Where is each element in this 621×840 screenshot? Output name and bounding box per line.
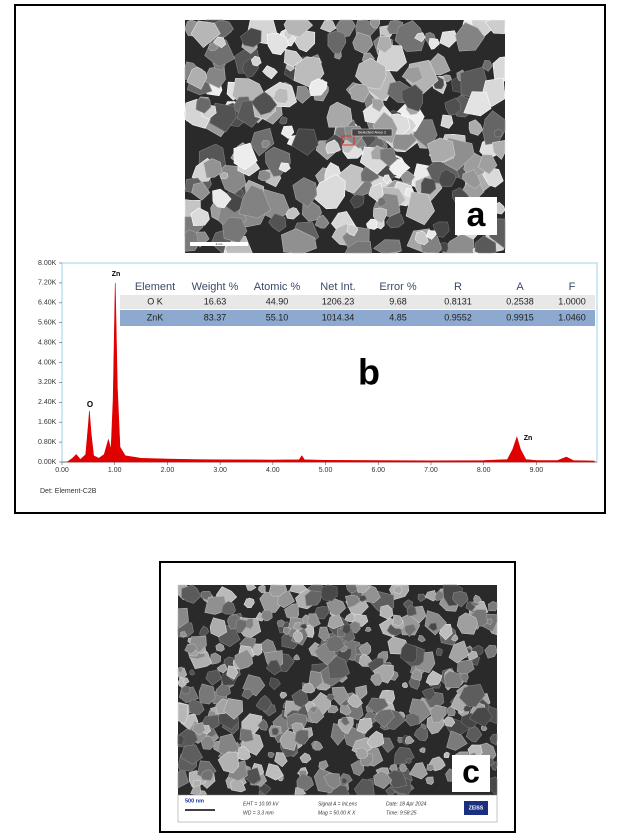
cell: 1.0460 [558, 312, 586, 322]
cell: 1014.34 [322, 312, 355, 322]
particle [277, 620, 284, 627]
cell: 9.68 [389, 296, 407, 306]
cell: 44.90 [266, 296, 289, 306]
y-tick-label: 6.40K [38, 300, 57, 307]
particle [400, 764, 407, 772]
panel-label: b [358, 352, 380, 393]
y-tick-label: 3.20K [38, 379, 57, 386]
cell: 1.0000 [558, 296, 586, 306]
cell: 0.2538 [506, 296, 534, 306]
sem-image-a: a 2 um Selected Area 1 [185, 20, 505, 253]
info: Date: 18 Apr 2024 [386, 801, 427, 807]
scale-label: 2 um [216, 242, 223, 246]
cell: ZnK [147, 312, 164, 322]
x-tick-label: 9.00 [530, 467, 544, 474]
cell: 4.85 [389, 312, 407, 322]
x-tick-label: 2.00 [161, 467, 175, 474]
region-label: Selected Area 1 [358, 130, 387, 135]
column-header: R [454, 281, 462, 293]
column-header: A [516, 281, 524, 293]
cell: O K [147, 296, 163, 306]
sem-image-c: c [178, 585, 497, 795]
y-tick-label: 7.20K [38, 280, 57, 287]
cell: 83.37 [204, 312, 227, 322]
detector: Det: Element-C2B [40, 488, 97, 495]
x-tick-label: 4.00 [266, 467, 280, 474]
x-tick-label: 8.00 [477, 467, 491, 474]
particle [295, 730, 309, 744]
y-tick-label: 5.60K [38, 320, 57, 327]
cell: 0.8131 [444, 296, 472, 306]
particle [181, 686, 190, 694]
x-tick-label: 6.00 [371, 467, 385, 474]
panel-label: a [467, 196, 487, 234]
particle [272, 728, 279, 735]
particle [426, 777, 434, 785]
x-tick-label: 7.00 [424, 467, 438, 474]
info: WD = 3.3 mm [243, 810, 274, 816]
cell: 0.9915 [506, 312, 534, 322]
peak-label: Zn [112, 271, 121, 278]
cell: 0.9552 [444, 312, 472, 322]
info: Signal A = InLens [318, 801, 357, 807]
info: Time: 9:58:25 [386, 810, 417, 816]
cell: 1206.23 [322, 296, 355, 306]
scale-label: 500 nm [185, 798, 204, 804]
particle [356, 748, 368, 759]
y-tick-label: 1.60K [38, 419, 57, 426]
x-tick-label: 0.00 [55, 467, 69, 474]
x-tick-label: 1.00 [108, 467, 122, 474]
column-header: Weight % [192, 281, 239, 293]
logo-text: ZEISS [469, 805, 484, 811]
cell: 55.10 [266, 312, 289, 322]
particle [342, 778, 347, 783]
x-tick-label: 3.00 [213, 467, 227, 474]
y-tick-label: 4.00K [38, 359, 57, 366]
particle [436, 648, 442, 656]
info: EHT = 10.00 kV [243, 801, 279, 807]
y-tick-label: 8.00K [38, 260, 57, 267]
particle [427, 765, 434, 771]
column-header: Error % [379, 281, 417, 293]
column-header: Atomic % [254, 281, 301, 293]
column-header: F [569, 281, 576, 293]
x-tick-label: 5.00 [319, 467, 333, 474]
peak-label: O [87, 400, 93, 409]
panel-label: c [462, 753, 480, 789]
y-tick-label: 4.80K [38, 339, 57, 346]
column-header: Net Int. [320, 281, 355, 293]
peak-label: Zn [524, 435, 533, 442]
cell: 16.63 [204, 296, 227, 306]
info-bar [178, 795, 497, 822]
particle [444, 671, 462, 687]
particle [240, 729, 254, 742]
figure: a 2 um Selected Area 1 0.00K 0.80K 1.60K 2.40… [0, 0, 621, 840]
y-tick-label: 0.80K [38, 439, 57, 446]
info: Mag = 50.00 K X [318, 810, 356, 816]
y-tick-label: 0.00K [38, 459, 57, 466]
column-header: Element [135, 281, 175, 293]
y-tick-label: 2.40K [38, 399, 57, 406]
